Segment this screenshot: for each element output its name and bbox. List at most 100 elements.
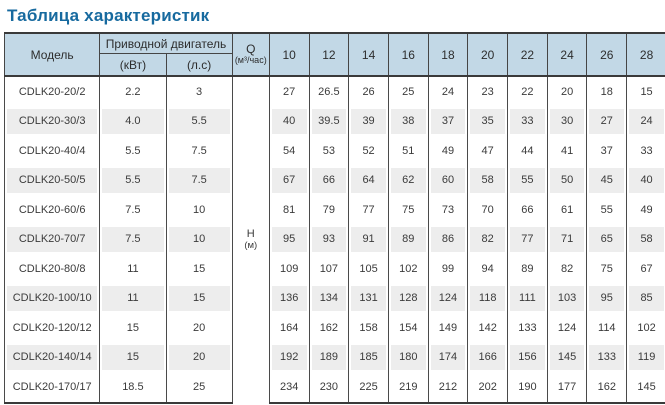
model-cell: CDLK20-40/4: [3, 136, 101, 166]
head-value-cell: 55: [586, 195, 628, 225]
model-cell: CDLK20-120/12: [3, 313, 101, 343]
head-value-cell: 185: [348, 342, 389, 372]
hp-cell: 20: [165, 313, 233, 343]
hp-cell: 3: [165, 76, 233, 107]
table-row: CDLK20-70/7 7.5 10 95 93 91 89 86 82 77 71 65 58: [3, 224, 665, 254]
head-value-cell: 131: [348, 283, 389, 313]
head-value-cell: 24: [626, 106, 665, 136]
head-value-cell: 111: [507, 283, 548, 313]
head-value-cell: 91: [348, 224, 389, 254]
head-value-cell: 49: [427, 136, 469, 166]
head-value-cell: 219: [387, 372, 429, 404]
head-value-cell: 95: [586, 283, 628, 313]
head-value-cell: 67: [268, 165, 310, 195]
model-cell: CDLK20-60/6: [3, 195, 101, 225]
hp-cell: 15: [165, 254, 233, 284]
header-motor-group: Приводной двигатель: [99, 32, 233, 54]
head-value-cell: 53: [308, 136, 350, 166]
head-value-cell: 45: [586, 165, 628, 195]
head-value-cell: 70: [467, 195, 509, 225]
head-value-cell: 145: [546, 342, 588, 372]
kw-cell: 4.0: [99, 106, 167, 136]
head-value-cell: 86: [427, 224, 469, 254]
head-value-cell: 27: [586, 106, 628, 136]
head-value-cell: 58: [467, 165, 509, 195]
hp-cell: 10: [165, 195, 233, 225]
head-value-cell: 189: [308, 342, 350, 372]
model-cell: CDLK20-140/14: [3, 342, 101, 372]
hp-cell: 15: [165, 283, 233, 313]
head-value-cell: 62: [387, 165, 429, 195]
head-value-cell: 39.5: [308, 106, 350, 136]
head-value-cell: 164: [268, 313, 310, 343]
table-row: CDLK20-60/6 7.5 10 81 79 77 75 73 70 66 61 55 49: [3, 195, 665, 225]
head-value-cell: 124: [427, 283, 469, 313]
head-value-cell: 93: [308, 224, 350, 254]
header-flow-value: 26: [586, 32, 628, 77]
header-row-groups: Модель Приводной двигатель Q (м³/час) 10…: [3, 32, 665, 77]
header-flow-value: 22: [507, 32, 548, 77]
kw-cell: 5.5: [99, 165, 167, 195]
head-value-cell: 234: [268, 372, 310, 404]
kw-cell: 5.5: [99, 136, 167, 166]
head-value-cell: 154: [387, 313, 429, 343]
head-value-cell: 89: [387, 224, 429, 254]
model-cell: CDLK20-170/17: [3, 372, 101, 404]
head-value-cell: 66: [308, 165, 350, 195]
header-hp: (л.с): [165, 53, 233, 77]
head-value-cell: 118: [467, 283, 509, 313]
kw-cell: 7.5: [99, 224, 167, 254]
page-title: Таблица характеристик: [7, 6, 210, 25]
kw-cell: 11: [99, 254, 167, 284]
head-value-cell: 37: [586, 136, 628, 166]
head-value-cell: 109: [268, 254, 310, 284]
head-value-cell: 124: [546, 313, 588, 343]
head-value-cell: 190: [507, 372, 548, 404]
head-value-cell: 25: [387, 76, 429, 107]
header-flow-q: Q (м³/час): [231, 32, 270, 77]
table-row: CDLK20-100/10 11 15 136 134 131 128 124 118 111 10…: [3, 283, 665, 313]
head-value-cell: 60: [427, 165, 469, 195]
head-value-cell: 79: [308, 195, 350, 225]
head-value-cell: 40: [626, 165, 665, 195]
model-cell: CDLK20-70/7: [3, 224, 101, 254]
head-value-cell: 133: [586, 342, 628, 372]
head-value-cell: 64: [348, 165, 389, 195]
head-value-cell: 44: [507, 136, 548, 166]
head-value-cell: 158: [348, 313, 389, 343]
table-header: Модель Приводной двигатель Q (м³/час) 10…: [3, 32, 665, 77]
head-value-cell: 105: [348, 254, 389, 284]
kw-cell: 15: [99, 313, 167, 343]
head-value-cell: 180: [387, 342, 429, 372]
head-value-cell: 95: [268, 224, 310, 254]
head-value-cell: 55: [507, 165, 548, 195]
model-cell: CDLK20-30/3: [3, 106, 101, 136]
head-value-cell: 99: [427, 254, 469, 284]
h-unit: (м): [244, 239, 258, 251]
head-value-cell: 149: [427, 313, 469, 343]
hp-cell: 20: [165, 342, 233, 372]
head-value-cell: 33: [507, 106, 548, 136]
head-value-cell: 134: [308, 283, 350, 313]
table-row: CDLK20-140/14 15 20 192 189 185 180 174 166 156 14…: [3, 342, 665, 372]
head-value-cell: 22: [507, 76, 548, 107]
head-value-cell: 41: [546, 136, 588, 166]
header-flow-value: 24: [546, 32, 588, 77]
header-flow-value: 10: [268, 32, 310, 77]
head-value-cell: 202: [467, 372, 509, 404]
head-value-cell: 39: [348, 106, 389, 136]
kw-cell: 15: [99, 342, 167, 372]
head-value-cell: 177: [546, 372, 588, 404]
head-value-cell: 174: [427, 342, 469, 372]
head-value-cell: 67: [626, 254, 665, 284]
hp-cell: 25: [165, 372, 233, 404]
head-value-cell: 15: [626, 76, 665, 107]
head-value-cell: 145: [626, 372, 665, 404]
head-value-cell: 40: [268, 106, 310, 136]
head-value-cell: 102: [387, 254, 429, 284]
head-value-cell: 114: [586, 313, 628, 343]
head-value-cell: 156: [507, 342, 548, 372]
head-value-cell: 73: [427, 195, 469, 225]
table-body: CDLK20-20/2 2.2 3 H (м) 27 26.5 26 25 24 23 22 20 18 1…: [3, 76, 665, 404]
header-flow-value: 14: [348, 32, 389, 77]
